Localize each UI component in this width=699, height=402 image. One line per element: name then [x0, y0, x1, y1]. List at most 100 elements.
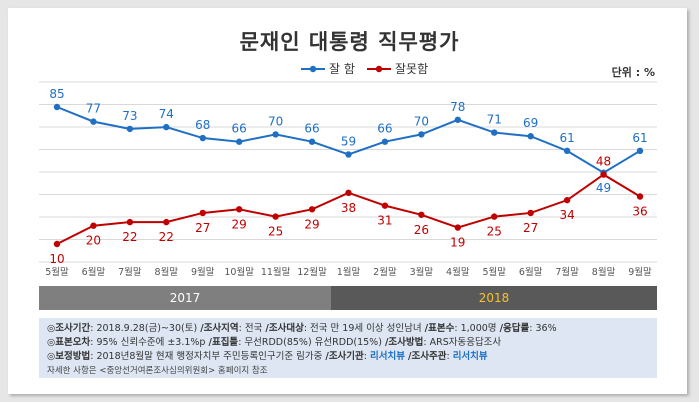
- data-label: 20: [86, 234, 101, 248]
- legend-label-approve: 잘 함: [329, 62, 355, 76]
- data-label: 68: [195, 118, 210, 132]
- data-point: [381, 202, 389, 209]
- year-label-2018: 2018: [478, 291, 510, 305]
- data-point: [563, 196, 571, 204]
- notes-line-1: ◎조사기간: 2018.9.28(금)~30(토) /조사지역: 전국 /조사대…: [47, 322, 657, 336]
- notes-value-method: : ARS자동응답조사: [423, 337, 502, 348]
- data-label: 70: [414, 114, 429, 128]
- x-tick-label: 6월말: [519, 266, 543, 278]
- unit-label: 단위 : %: [611, 66, 655, 79]
- data-point: [199, 134, 206, 142]
- notes-value-weight: : 2018년8월말 현재 행정자치부 주민등록인구기준 림가중: [90, 351, 323, 362]
- chart-title: 문재인 대통령 직무평가: [239, 30, 460, 54]
- data-point: [345, 189, 352, 197]
- data-label: 66: [232, 122, 247, 136]
- data-point: [53, 103, 61, 111]
- data-label: 29: [232, 217, 247, 231]
- notes-value-org: 리서치뷰: [370, 351, 405, 362]
- notes-key-org: /조사기관: [325, 351, 364, 362]
- data-label: 78: [450, 100, 465, 114]
- x-tick-label: 12월말: [297, 266, 327, 278]
- data-point: [53, 240, 61, 248]
- notes-value-region: : 전국: [238, 323, 263, 334]
- notes-value-frame: : 무선RDD(85%) 유선RDD(15%): [238, 337, 382, 348]
- data-point: [636, 147, 644, 155]
- notes-value-error: : 95% 신뢰수준에 ±3.1%p: [90, 337, 206, 348]
- data-point: [90, 118, 97, 125]
- data-point: [381, 138, 389, 145]
- data-label: 73: [122, 109, 137, 123]
- x-tick-label: 4월말: [446, 266, 470, 278]
- notes-key-sample: /표본수: [424, 323, 455, 334]
- legend-item-disapprove: 잘못함: [366, 60, 428, 77]
- data-point: [272, 213, 279, 220]
- x-tick-label: 9월말: [628, 266, 652, 278]
- notes-key-weight: ◎보정방법: [47, 351, 91, 362]
- notes-key-response: /응답률: [499, 323, 530, 334]
- data-point: [126, 218, 134, 226]
- data-point: [163, 218, 170, 226]
- data-label: 70: [268, 114, 283, 128]
- data-label: 69: [523, 116, 538, 130]
- notes-value-response: : 36%: [529, 323, 557, 334]
- data-label: 25: [268, 225, 283, 239]
- data-label: 66: [304, 122, 319, 136]
- year-bar-2018: 2018: [331, 286, 657, 310]
- data-label: 19: [450, 236, 465, 250]
- data-point: [491, 129, 498, 136]
- notes-value-org-sep: :: [363, 351, 367, 362]
- data-label: 10: [49, 252, 64, 266]
- data-label: 27: [523, 221, 538, 235]
- notes-key-period: ◎조사기간: [47, 323, 91, 334]
- x-tick-label: 7월말: [555, 266, 579, 278]
- notes-value-period: : 2018.9.28(금)~30(토): [90, 323, 198, 334]
- x-tick-label: 3월말: [410, 266, 434, 278]
- notes-value-sample: : 1,000명: [454, 323, 497, 334]
- line-chart: 5월말 6월말 7월말 8월말 9월말 10월말 11월말 12월말 1월말 2월말 3월말 4월말 5…: [39, 81, 657, 278]
- data-point: [491, 213, 498, 220]
- notes-value-target: : 전국 만 19세 이상 성인남녀: [303, 323, 422, 334]
- data-label: 77: [86, 102, 101, 116]
- data-label: 59: [341, 134, 356, 148]
- data-point: [235, 138, 243, 145]
- x-tick-label: 5월말: [482, 266, 506, 278]
- x-tick-label: 7월말: [118, 266, 142, 278]
- x-tick-label: 6월말: [82, 266, 106, 278]
- data-point: [308, 206, 316, 213]
- data-point: [235, 206, 243, 213]
- data-label: 71: [487, 113, 502, 127]
- data-point: [418, 211, 425, 218]
- data-label: 74: [159, 107, 174, 121]
- data-point: [454, 224, 462, 231]
- notes-key-frame: /표집틀: [208, 337, 239, 348]
- data-point: [636, 193, 644, 200]
- data-label: 85: [49, 87, 64, 101]
- data-point: [163, 123, 170, 131]
- x-tick-label: 8월말: [592, 266, 616, 278]
- legend-label-disapprove: 잘못함: [395, 62, 429, 76]
- notes-value-host: 리서치뷰: [452, 351, 488, 362]
- notes-line-3: ◎보정방법: 2018년8월말 현재 행정자치부 주민등록인구기준 림가중 /조…: [47, 350, 657, 364]
- x-tick-label: 11월말: [261, 266, 291, 278]
- data-label: 66: [377, 122, 392, 136]
- legend-item-approve: 잘 함: [300, 60, 355, 77]
- x-tick-label: 2월말: [373, 266, 397, 278]
- notes-line-4: 자세한 사항은 <중앙선거여론조사심의위원회> 홈페이지 참조: [47, 366, 268, 376]
- survey-notes: ◎조사기간: 2018.9.28(금)~30(토) /조사지역: 전국 /조사대…: [39, 318, 657, 378]
- data-label: 34: [559, 208, 574, 222]
- data-point: [454, 116, 462, 123]
- notes-key-error: ◎표본오차: [47, 337, 91, 348]
- data-point: [199, 209, 206, 217]
- notes-key-method: /조사방법: [384, 337, 424, 348]
- data-label: 61: [559, 131, 574, 145]
- data-point: [126, 125, 134, 133]
- notes-line-2: ◎표본오차: 95% 신뢰수준에 ±3.1%p /표집틀: 무선RDD(85%)…: [47, 336, 657, 350]
- data-label: 22: [122, 230, 137, 244]
- x-tick-label: 1월말: [337, 266, 361, 278]
- data-label: 25: [487, 225, 502, 239]
- data-point: [345, 151, 352, 158]
- notes-value-host-sep: :: [446, 351, 450, 362]
- notes-key-region: /조사지역: [200, 323, 239, 334]
- data-label: 27: [195, 221, 210, 235]
- data-point: [527, 209, 534, 217]
